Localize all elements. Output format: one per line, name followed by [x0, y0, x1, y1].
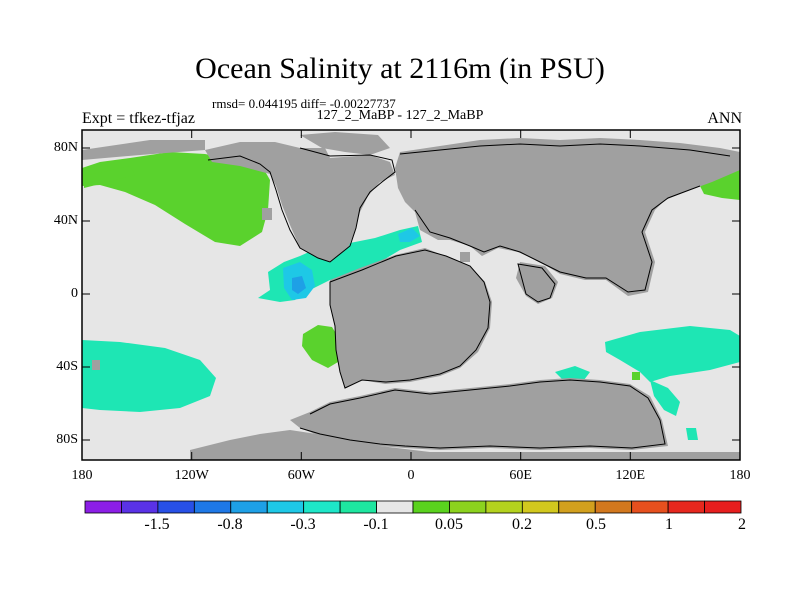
axis-ticks	[81, 130, 741, 460]
lat-tick-label: 80S	[56, 432, 78, 447]
south-polar-land	[190, 430, 740, 460]
coastline-antarctica	[299, 379, 666, 449]
comparison-line: 127_2_MaBP - 127_2_MaBP	[316, 108, 484, 123]
colorbar-swatch	[376, 500, 414, 514]
south-pacific-teal-region	[82, 340, 216, 412]
colorbar-swatch	[594, 500, 633, 514]
arctic-green-region	[84, 166, 135, 188]
top-ticks	[81, 130, 741, 138]
map-title: Ocean Salinity at 2116m (in PSU)	[195, 52, 605, 85]
negative-anomaly-regions	[82, 226, 740, 440]
lat-tick-label: 80N	[53, 140, 78, 155]
stats-line: rmsd= 0.044195 diff= -0.00227737	[212, 96, 396, 111]
south-atlantic-green-region	[302, 325, 340, 368]
colorbar-swatch	[193, 500, 232, 514]
lat-tick-label: 40S	[56, 359, 78, 374]
colorbar	[84, 500, 742, 514]
lon-tick-label: 120E	[615, 468, 646, 483]
colorbar-swatch	[521, 500, 560, 514]
colorbar-label: 0.2	[512, 516, 532, 533]
colorbar-swatch	[449, 500, 487, 514]
map-panel	[81, 129, 741, 461]
colorbar-label: 0.5	[586, 516, 606, 533]
colorbar-label: 0.05	[435, 516, 463, 533]
africa-south-america-land	[330, 248, 492, 388]
colorbar-swatch	[485, 500, 523, 514]
lat-tick-label: 40N	[53, 213, 78, 228]
tasman-teal-region	[650, 380, 680, 416]
right-ticks	[732, 147, 740, 441]
equatorial-blue-core	[292, 276, 306, 294]
north-america-land	[205, 142, 395, 262]
lon-tick-label: 60E	[509, 468, 532, 483]
antarctica-land	[290, 378, 668, 450]
land-masses	[82, 132, 740, 460]
colorbar-label: -0.3	[290, 516, 316, 533]
colorbar-label: 1	[665, 516, 673, 533]
india-land	[516, 262, 558, 304]
colorbar-swatch	[266, 500, 305, 514]
arctic-shelf-land	[82, 140, 205, 160]
colorbar-swatch	[631, 500, 669, 514]
colorbar-swatch	[84, 500, 122, 514]
colorbar-swatch	[230, 500, 268, 514]
colorbar-swatch	[412, 500, 450, 514]
lon-tick-label: 180	[729, 468, 751, 483]
southern-ocean-teal-region	[605, 326, 740, 382]
north-atlantic-green-region	[700, 168, 740, 200]
west-pacific-island	[92, 360, 100, 370]
eurasia-land	[395, 138, 740, 296]
coastline-africa	[329, 249, 491, 389]
bottom-ticks	[81, 452, 741, 460]
mediterranean-cyan-patch	[398, 228, 420, 242]
colorbar-swatch	[704, 500, 742, 514]
colorbar-swatch	[303, 500, 341, 514]
lon-tick-label: 0	[407, 468, 415, 483]
lon-tick-label: 180	[71, 468, 93, 483]
colorbar-swatch	[558, 500, 596, 514]
season-label: ANN	[707, 110, 742, 127]
coastlines	[207, 143, 731, 449]
colorbar-label: -1.5	[144, 516, 170, 533]
coastline-north-america	[207, 147, 396, 263]
coastline-india	[517, 263, 556, 303]
colorbar-swatch	[667, 500, 705, 514]
colorbar-swatch	[339, 500, 377, 514]
colorbar-swatch	[157, 500, 195, 514]
colorbar-swatch	[121, 500, 159, 514]
coastline-eurasia	[399, 143, 731, 293]
left-ticks	[82, 147, 90, 441]
lon-tick-label: 120W	[174, 468, 209, 483]
lon-tick-label: 60W	[287, 468, 315, 483]
positive-anomaly-regions	[82, 152, 740, 380]
experiment-label: Expt = tfkez-tfjaz	[82, 110, 195, 127]
colorbar-label: 2	[738, 516, 746, 533]
colorbar-label: -0.1	[363, 516, 389, 533]
south-teal-patch	[686, 428, 698, 440]
indian-green-patch	[632, 372, 640, 380]
colorbar-label: -0.8	[217, 516, 243, 533]
greenland-land	[300, 132, 390, 155]
indian-teal-patch	[555, 366, 590, 382]
lat-tick-label: 0	[71, 286, 78, 301]
